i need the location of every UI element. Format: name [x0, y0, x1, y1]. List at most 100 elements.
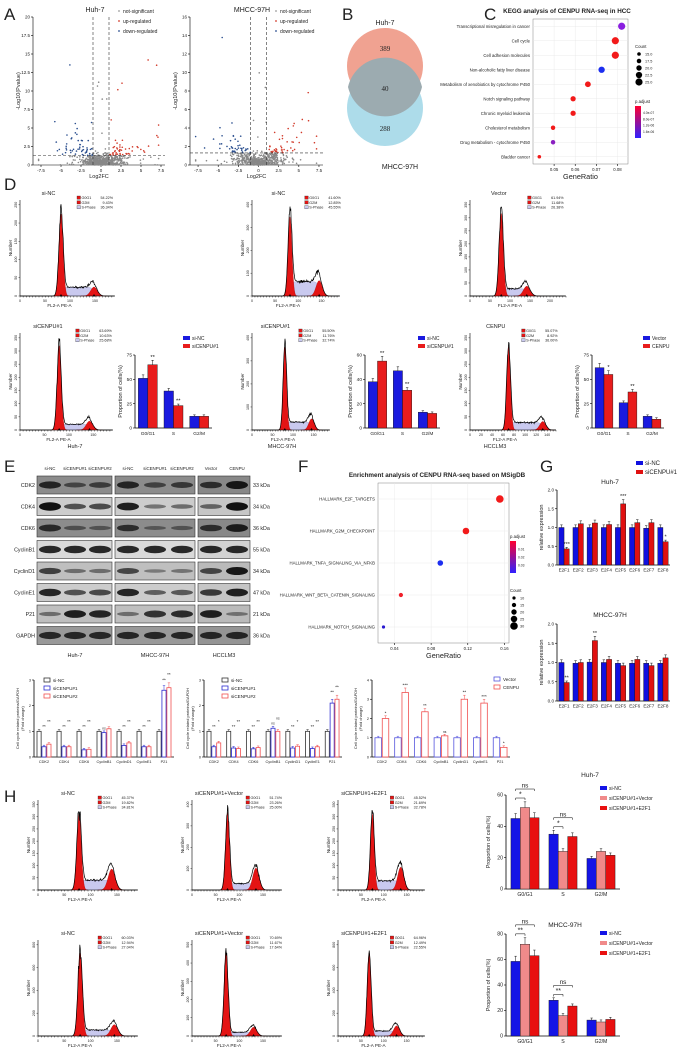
x-tick-label: 120 — [533, 433, 539, 437]
panel-letter: B — [342, 5, 353, 24]
bar — [500, 746, 508, 758]
stat-swatch — [75, 338, 80, 342]
protein-label: GAPDH — [16, 634, 35, 640]
point-down-regulated — [219, 143, 221, 145]
bar — [86, 748, 92, 758]
significance-mark: ** — [147, 719, 151, 724]
point-down-regulated — [65, 143, 68, 145]
point-not-significant — [101, 132, 103, 134]
legend-swatch — [600, 806, 607, 810]
point-not-significant — [269, 163, 272, 166]
y-tick-label: 20 — [25, 15, 31, 20]
x-tick-label: 0.04 — [390, 646, 399, 651]
point-not-significant — [69, 155, 71, 158]
x-tick-label: -2.5 — [77, 168, 85, 173]
category-label: CyclinE1 — [473, 760, 488, 764]
point-not-significant — [268, 164, 270, 166]
term-dot — [598, 66, 605, 73]
count-legend-label: 15 — [520, 604, 524, 608]
point-up-regulated — [313, 141, 316, 144]
point-up-regulated — [315, 148, 318, 150]
stat-label: G2M — [82, 201, 90, 205]
legend-label: siCENPU#2 — [231, 694, 256, 699]
legend-label: si-NC — [609, 931, 622, 937]
y-tick-label: 100 — [246, 404, 250, 410]
bar — [314, 746, 320, 758]
y-axis-label: -Log10(Pvalue) — [16, 72, 22, 110]
significance-mark: ** — [291, 724, 295, 729]
y-tick-label: 25 — [127, 401, 133, 407]
point-not-significant — [292, 159, 295, 161]
g0g1-peak — [492, 213, 510, 297]
point-not-significant — [237, 155, 240, 158]
legend-label: si-NC — [231, 678, 243, 683]
legend-swatch — [600, 786, 607, 790]
y-tick-label: 0.5 — [548, 679, 555, 684]
y-axis-label: Number — [180, 836, 185, 853]
significance-mark: ** — [62, 724, 66, 729]
point-not-significant — [91, 163, 93, 166]
point-up-regulated — [290, 147, 292, 149]
point-not-significant — [241, 161, 243, 164]
kda-label: 21 kDa — [253, 612, 270, 618]
protein-band — [89, 610, 111, 618]
count-legend-label: 20.0 — [645, 67, 652, 71]
x-tick-label: 150 — [90, 433, 96, 437]
category-label: P21 — [161, 760, 168, 764]
y-tick-label: 0 — [199, 755, 201, 759]
point-not-significant — [277, 164, 280, 166]
protein-band — [64, 568, 86, 574]
y-tick-label: 0 — [246, 295, 250, 297]
category-label: G0/G1 — [141, 431, 155, 437]
protein-band — [226, 566, 248, 576]
significance-mark: ** — [335, 685, 339, 690]
x-tick-label: 0 — [191, 893, 193, 897]
y-tick-label: 3 — [199, 678, 201, 682]
significance-mark: ** — [256, 719, 260, 724]
protein-band — [64, 545, 86, 554]
bar — [627, 391, 638, 429]
bar — [393, 370, 403, 429]
x-axis-label: GeneRatio — [426, 651, 461, 660]
x-axis-label: GeneRatio — [563, 172, 598, 181]
point-not-significant — [119, 162, 121, 165]
category-label: CyclinB1 — [266, 760, 281, 764]
bar-chart: 0 25 50 75 G0/G1 ** S ** G2/M Proportion of cells… — [118, 336, 219, 437]
legend-swatch — [636, 461, 643, 465]
category-label: E2F7 — [643, 568, 654, 573]
point-not-significant — [216, 159, 219, 162]
bar — [592, 522, 598, 566]
x-axis-label: FL2-A PE-A — [361, 897, 386, 902]
point-not-significant — [84, 159, 87, 162]
stat-value: 23.26% — [269, 801, 282, 805]
bar — [605, 855, 616, 890]
bar — [473, 737, 481, 758]
category-label: S — [561, 1039, 565, 1045]
bar — [596, 851, 606, 890]
legend-swatch — [643, 344, 650, 348]
significance-mark: ns — [102, 726, 106, 730]
volcano-plot: 0 2.5 5 7.5 10 12.5 15 17.5 20 -7.5 -5 -2.5 0 2.5 5 7.5… — [16, 7, 165, 180]
point-up-regulated — [295, 136, 298, 139]
bar — [620, 503, 626, 566]
significance-mark: * — [664, 535, 667, 541]
legend-label: siCENPU#1 — [53, 686, 78, 691]
y-tick-label: 4 — [367, 678, 369, 682]
point-not-significant — [89, 158, 92, 161]
category-label: E2F4 — [601, 704, 612, 709]
count-legend-label: 22.5 — [645, 74, 652, 78]
point-not-significant — [241, 163, 244, 166]
point-not-significant — [253, 161, 255, 164]
significance-mark: ** — [316, 719, 320, 724]
x-tick-label: -5 — [216, 168, 220, 173]
protein-label: P21 — [26, 612, 35, 618]
protein-band — [144, 589, 166, 596]
y-tick-label: 200 — [246, 381, 250, 387]
point-up-regulated — [112, 152, 115, 154]
point-down-regulated — [239, 135, 242, 137]
bar — [255, 747, 261, 758]
protein-label: CyclinE1 — [14, 591, 35, 597]
category-label: E2F1 — [559, 704, 570, 709]
y-tick-label: 100 — [14, 257, 18, 263]
